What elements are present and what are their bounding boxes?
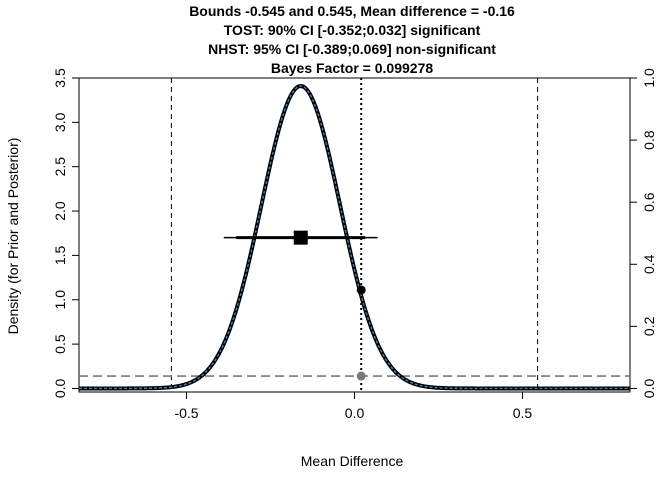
y-tick-label: 3.0 [52, 112, 68, 132]
plot-box [78, 77, 631, 393]
point-estimate-marker [293, 230, 308, 245]
y-tick-label: 1.5 [52, 245, 68, 265]
y2-tick-label: 0.2 [641, 316, 657, 336]
chart-marks [79, 78, 630, 392]
x-axis-label: Mean Difference [301, 453, 404, 469]
posterior-at-null-point [356, 285, 366, 295]
y-axis-left: 0.0 0.5 1.0 1.5 2.0 2.5 3.0 3.5 [52, 68, 80, 399]
y2-tick-label: 0.6 [641, 192, 657, 212]
title-line-2: TOST: 90% CI [-0.352;0.032] significant [224, 22, 481, 38]
x-axis: -0.5 0.0 0.5 [174, 391, 533, 421]
y-tick-label: 2.0 [52, 201, 68, 221]
x-tick-label: -0.5 [174, 405, 198, 421]
y-axis-label: Density (for Prior and Posterior) [5, 138, 21, 335]
y2-tick-label: 0.0 [641, 379, 657, 399]
y-axis-right: 0.0 0.2 0.4 0.6 0.8 1.0 [629, 68, 657, 399]
y-tick-label: 0.5 [52, 334, 68, 354]
title-line-4: Bayes Factor = 0.099278 [271, 60, 433, 76]
y2-tick-label: 0.8 [641, 130, 657, 150]
y-tick-label: 0.0 [52, 379, 68, 399]
y2-tick-label: 1.0 [641, 68, 657, 88]
x-tick-label: 0.5 [513, 405, 533, 421]
chart-title: Bounds -0.545 and 0.545, Mean difference… [189, 3, 515, 76]
y-tick-label: 2.5 [52, 157, 68, 177]
prior-at-null-point [356, 371, 366, 381]
title-line-1: Bounds -0.545 and 0.545, Mean difference… [189, 3, 515, 19]
y-tick-label: 1.0 [52, 290, 68, 310]
y-tick-label: 3.5 [52, 68, 68, 88]
posterior-curve-inner [79, 85, 630, 390]
title-line-3: NHST: 95% CI [-0.389;0.069] non-signific… [208, 41, 496, 57]
x-tick-label: 0.0 [345, 405, 365, 421]
y2-tick-label: 0.4 [641, 254, 657, 274]
